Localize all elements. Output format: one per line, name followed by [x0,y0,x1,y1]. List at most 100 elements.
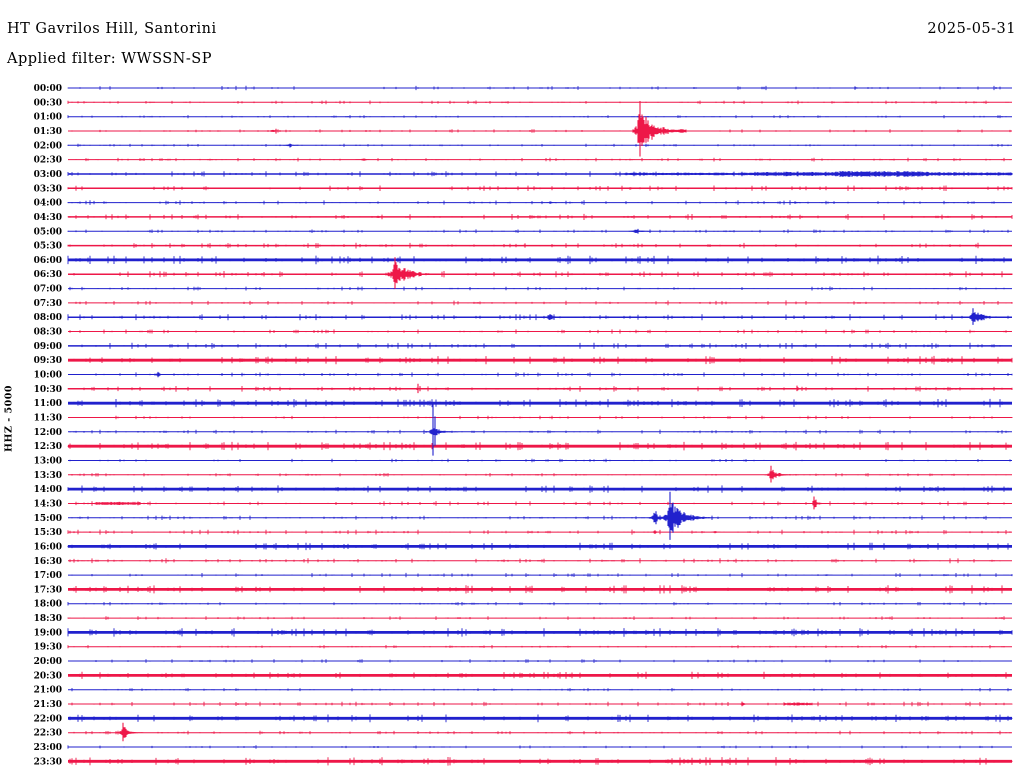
time-label: 22:30 [34,729,62,739]
time-label: 18:00 [34,600,62,610]
time-label: 17:00 [34,571,62,581]
trace-row-noise [67,628,1013,637]
time-label: 05:00 [34,227,62,237]
trace-row-noise [75,300,1013,306]
trace-row-noise [69,329,1007,334]
seismic-event [262,128,284,134]
time-label: 06:30 [34,270,62,280]
tremor-band [927,172,1013,176]
time-label: 13:30 [34,471,62,481]
seismic-event [283,143,298,148]
trace-row-noise [69,714,1013,723]
time-label: 08:30 [34,328,62,338]
seismic-event [385,257,443,289]
trace-row-noise [79,671,1011,679]
trace-row-noise [67,745,1009,749]
trace-row-noise [67,485,1011,493]
tremor-band [784,702,813,706]
time-label: 03:30 [34,184,62,194]
seismic-event [115,722,144,742]
time-label: 11:30 [34,414,62,424]
time-label: 19:00 [34,628,62,638]
seismic-event [374,215,384,218]
time-label: 16:30 [34,557,62,567]
trace-row-noise [67,115,1007,119]
time-label: 15:00 [34,514,62,524]
trace-row-noise [69,558,1001,564]
seismic-event [541,314,565,320]
time-label: 14:30 [34,500,62,510]
time-label: 02:30 [34,156,62,166]
time-label: 01:00 [34,113,62,123]
trace-row-noise [93,659,1005,663]
time-label: 13:00 [34,457,62,467]
tremor-band [754,171,841,177]
trace-row-noise [71,415,1013,420]
seismic-event [355,158,370,161]
trace-row-noise [67,645,1005,649]
time-label: 12:30 [34,442,62,452]
time-label: 03:00 [34,170,62,180]
trace-row-noise [67,602,995,606]
time-label: 02:00 [34,141,62,151]
seismic-event [792,385,803,392]
time-label: 19:30 [34,643,62,653]
seismic-event [823,574,833,576]
trace-row-noise [73,730,1011,735]
trace-row-noise [69,757,1013,766]
trace-row-noise [67,85,1011,91]
trace-row-noise [71,473,1007,477]
seismic-event [737,701,750,707]
time-label: 14:00 [34,485,62,495]
time-label: 23:00 [34,743,62,753]
time-label: 08:00 [34,313,62,323]
seismic-event [764,465,795,483]
trace-row-noise [67,255,1011,265]
time-label: 07:30 [34,299,62,309]
seismic-event [706,716,722,721]
trace-row-noise [67,185,1013,191]
seismic-event [625,187,636,190]
trace-row-noise [69,429,1009,434]
trace-row-noise [73,372,1013,377]
time-label: 06:00 [34,256,62,266]
seismic-event [631,101,688,157]
time-label: 20:30 [34,671,62,681]
trace-row-noise [71,572,1013,578]
time-label: 09:30 [34,356,62,366]
trace-row-noise [67,441,1009,451]
trace-row-noise [67,542,1009,551]
time-label: 17:30 [34,585,62,595]
time-label: 05:30 [34,242,62,252]
time-label: 04:30 [34,213,62,223]
time-label: 04:00 [34,199,62,209]
time-label: 16:00 [34,542,62,552]
trace-row-noise [67,213,1013,220]
time-label: 09:00 [34,342,62,352]
station-title: HT Gavrilos Hill, Santorini [7,21,217,37]
seismic-event [808,496,828,510]
time-label: 10:30 [34,385,62,395]
trace-row-noise [71,701,1013,707]
trace-row-noise [81,342,1003,349]
tremor-band [624,172,756,176]
time-label: 00:00 [34,84,62,94]
time-label: 15:30 [34,528,62,538]
time-label: 22:00 [34,714,62,724]
seismic-event [966,308,1010,325]
trace-row-noise [71,355,1013,365]
trace-row-noise [67,100,1009,105]
time-label: 01:30 [34,127,62,137]
applied-filter-label: Applied filter: WWSSN-SP [7,51,212,67]
seismic-event [519,243,531,248]
seismic-event [546,201,556,204]
seismic-event [148,371,166,378]
seismic-event [651,530,661,534]
trace-row-noise [69,398,1009,408]
time-label: 12:00 [34,428,62,438]
trace-row-noise [67,616,1005,620]
seismic-event [793,717,803,720]
trace-row-noise [69,585,1011,594]
